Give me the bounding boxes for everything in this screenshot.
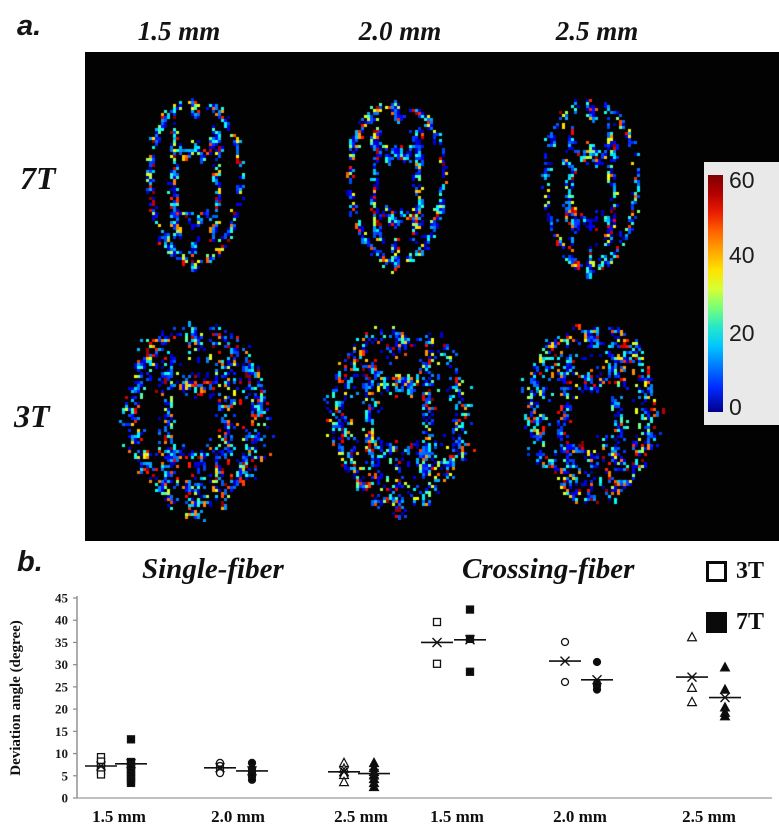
series-crossing-fiber-2-0-mm-7t bbox=[581, 657, 613, 694]
panel-b-label: b. bbox=[17, 546, 43, 578]
y-tick-label: 15 bbox=[55, 724, 69, 739]
y-tick-label: 10 bbox=[55, 746, 68, 761]
x-tick-label: 1.5 mm bbox=[92, 807, 146, 826]
filled-square-icon bbox=[706, 612, 727, 633]
filled-square-marker bbox=[465, 605, 475, 614]
brain-map-3t-2-0mm bbox=[308, 320, 492, 520]
mean-cross-icon bbox=[560, 656, 570, 667]
brain-map-7t-2-5mm bbox=[523, 93, 659, 283]
colorbar-tick-20: 20 bbox=[729, 320, 755, 346]
colorbar: 60 40 20 0 bbox=[704, 162, 779, 425]
mean-cross-icon bbox=[720, 692, 730, 703]
brain-map-3t-2-5mm bbox=[506, 318, 678, 514]
mean-cross-icon bbox=[592, 674, 602, 685]
column-header-2-0mm: 2.0 mm bbox=[358, 16, 442, 46]
scatter-plot: 0 5 10 15 20 25 30 35 40 45 Deviation angle (degre… bbox=[8, 591, 772, 826]
colorbar-gradient bbox=[708, 175, 723, 412]
series-single-fiber-1-5-mm-7t bbox=[115, 735, 147, 788]
mean-cross-icon bbox=[465, 634, 475, 645]
x-tick-label: 2.0 mm bbox=[211, 807, 265, 826]
series-crossing-fiber-2-5-mm-7t bbox=[709, 661, 741, 721]
series-crossing-fiber-1-5-mm-3t bbox=[421, 617, 453, 668]
filled-triangle-marker bbox=[719, 683, 731, 694]
mean-cross-icon bbox=[247, 765, 257, 776]
brain-map-7t-2-0mm bbox=[328, 94, 466, 278]
series-single-fiber-2-0-mm-3t bbox=[204, 758, 236, 778]
series-single-fiber-2-5-mm-7t bbox=[358, 757, 390, 792]
series-single-fiber-1-5-mm-3t bbox=[85, 752, 117, 779]
y-tick-label: 5 bbox=[62, 768, 69, 783]
chart-legend: 3T 7T bbox=[706, 558, 778, 660]
y-tick-label: 20 bbox=[55, 702, 68, 717]
x-tick-label: 1.5 mm bbox=[430, 807, 484, 826]
open-circle-marker bbox=[215, 768, 225, 778]
brain-image-grid bbox=[85, 52, 779, 541]
x-tick-label: 2.5 mm bbox=[682, 807, 736, 826]
filled-circle-marker bbox=[592, 657, 602, 667]
row-label-7t: 7T bbox=[20, 160, 56, 196]
y-axis-title: Deviation angle (degree) bbox=[8, 620, 24, 776]
open-square-marker bbox=[432, 659, 442, 668]
colorbar-tick-40: 40 bbox=[729, 242, 755, 268]
filled-square-marker bbox=[465, 667, 475, 676]
y-tick-labels: 0 5 10 15 20 25 30 35 40 45 bbox=[55, 591, 77, 806]
y-tick-label: 45 bbox=[55, 591, 69, 606]
open-circle-marker bbox=[560, 677, 570, 687]
mean-cross-icon bbox=[687, 672, 697, 683]
axes bbox=[76, 596, 772, 799]
open-triangle-marker bbox=[686, 631, 698, 642]
legend-label-7t: 7T bbox=[736, 609, 765, 635]
mean-cross-icon bbox=[369, 768, 379, 779]
legend-item-3t: 3T bbox=[706, 558, 778, 585]
y-tick-label: 25 bbox=[55, 679, 69, 694]
column-header-2-5mm: 2.5 mm bbox=[555, 16, 639, 46]
x-tick-label: 2.0 mm bbox=[553, 807, 607, 826]
open-square-marker bbox=[432, 617, 442, 627]
series-crossing-fiber-2-0-mm-3t bbox=[549, 637, 581, 687]
y-tick-label: 0 bbox=[62, 791, 69, 806]
y-tick-label: 40 bbox=[55, 613, 68, 628]
filled-square-marker bbox=[126, 778, 136, 788]
mean-cross-icon bbox=[432, 637, 442, 648]
x-tick-label: 2.5 mm bbox=[334, 807, 388, 826]
mean-cross-icon bbox=[96, 761, 106, 771]
open-circle-marker bbox=[560, 637, 570, 647]
filled-square-marker bbox=[126, 735, 136, 744]
y-tick-label: 35 bbox=[55, 635, 69, 650]
y-tick-label: 30 bbox=[55, 657, 68, 672]
open-triangle-marker bbox=[338, 776, 350, 787]
series-single-fiber-2-5-mm-3t bbox=[328, 757, 360, 787]
open-triangle-marker bbox=[686, 681, 698, 692]
colorbar-tick-60: 60 bbox=[729, 167, 755, 193]
section-title-crossing-fiber: Crossing-fiber bbox=[462, 553, 635, 585]
series-crossing-fiber-2-5-mm-3t bbox=[676, 631, 708, 707]
open-square-icon bbox=[706, 561, 727, 582]
filled-circle-marker bbox=[592, 685, 602, 694]
panel-a-label: a. bbox=[17, 10, 42, 42]
row-label-3t: 3T bbox=[14, 398, 50, 434]
colorbar-tick-0: 0 bbox=[729, 394, 742, 420]
mean-cross-icon bbox=[339, 766, 349, 777]
series-crossing-fiber-1-5-mm-7t bbox=[454, 605, 486, 676]
filled-triangle-marker bbox=[368, 781, 380, 792]
section-title-single-fiber: Single-fiber bbox=[142, 553, 284, 585]
open-triangle-marker bbox=[686, 696, 698, 707]
filled-triangle-marker bbox=[719, 661, 731, 672]
series-single-fiber-2-0-mm-7t bbox=[236, 758, 268, 784]
column-header-1-5mm: 1.5 mm bbox=[137, 16, 221, 46]
mean-cross-icon bbox=[215, 762, 225, 773]
filled-triangle-marker bbox=[719, 710, 731, 721]
legend-item-7t: 7T bbox=[706, 609, 778, 636]
filled-circle-marker bbox=[247, 775, 257, 784]
brain-map-3t-1-5mm bbox=[101, 318, 291, 522]
x-tick-labels: 1.5 mm 2.0 mm 2.5 mm 1.5 mm 2.0 mm 2.5 mm bbox=[92, 807, 736, 826]
legend-label-3t: 3T bbox=[736, 558, 765, 584]
open-square-marker bbox=[96, 770, 106, 779]
brain-map-7t-1-5mm bbox=[128, 92, 263, 278]
mean-cross-icon bbox=[126, 758, 136, 769]
